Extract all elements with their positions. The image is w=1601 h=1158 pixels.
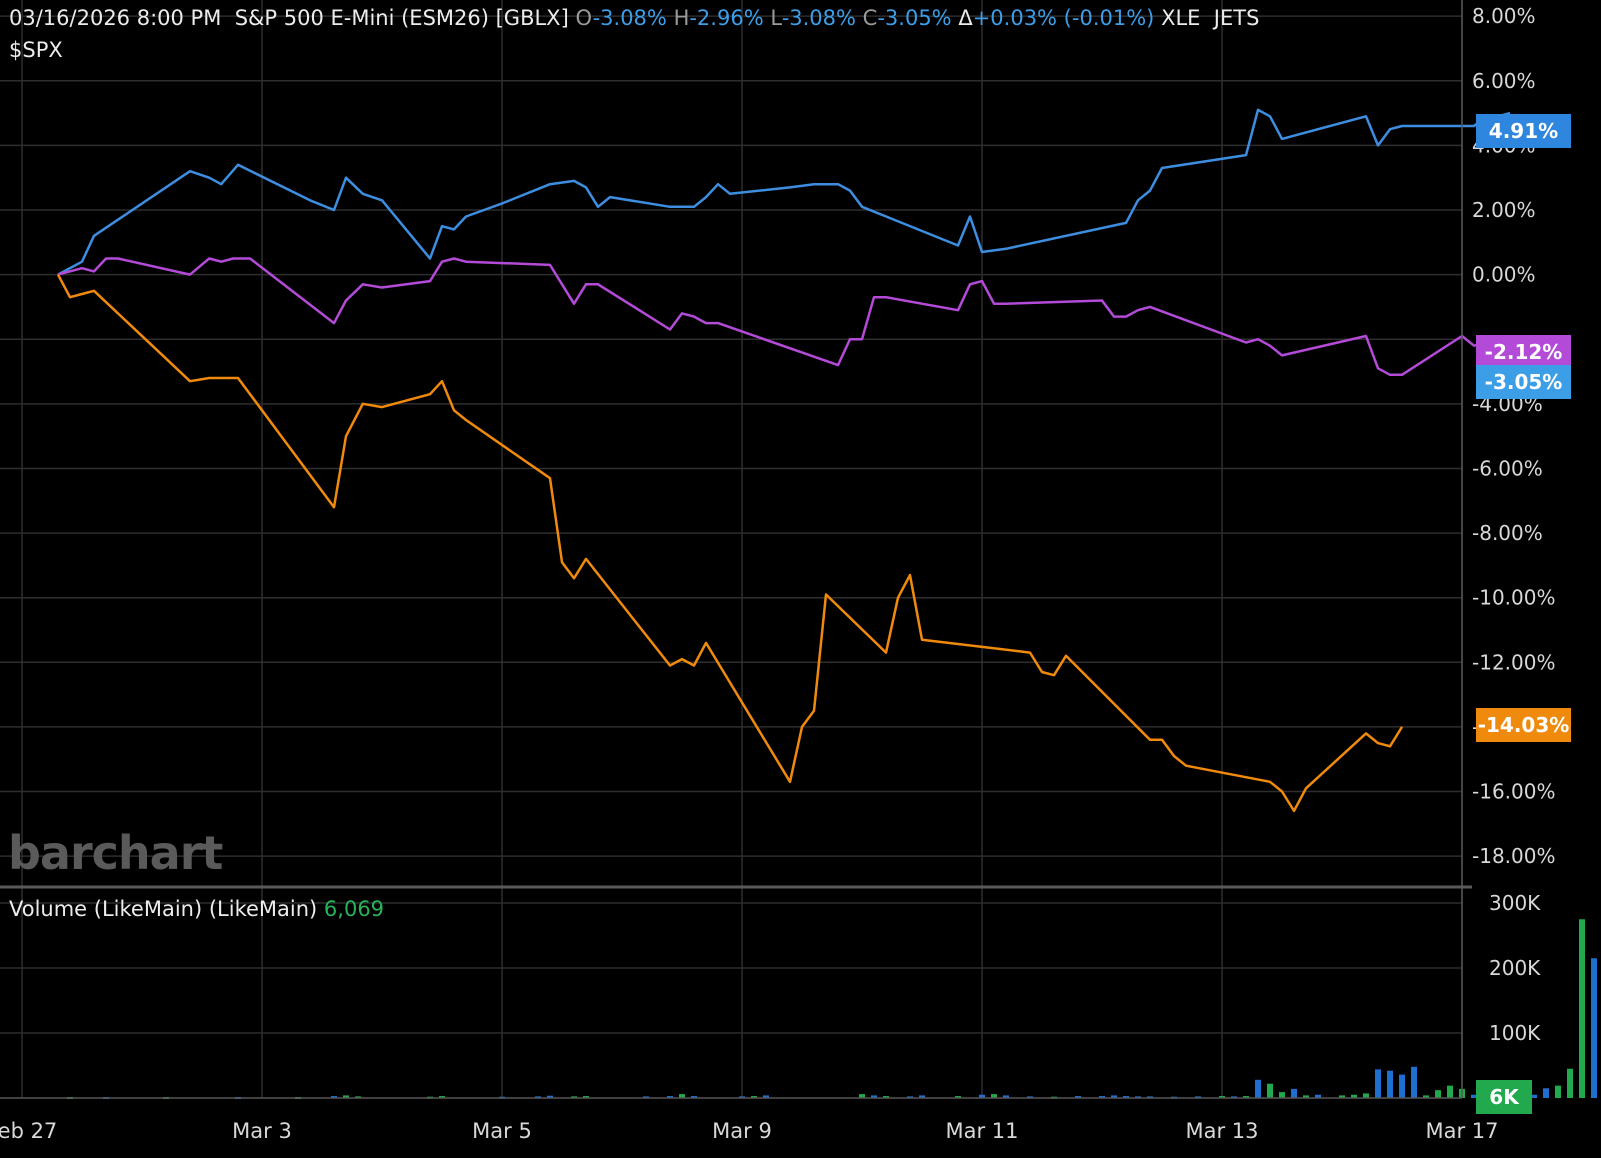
volume-bar <box>1219 1096 1225 1099</box>
volume-bar <box>1567 1068 1573 1098</box>
series-line-2 <box>56 274 1404 813</box>
tag-blue-series: 4.91% <box>1476 114 1571 148</box>
volume-bar <box>1351 1094 1357 1098</box>
x-tick-label: Mar 11 <box>945 1119 1018 1143</box>
volume-bar <box>691 1096 697 1099</box>
volume-bar <box>343 1095 349 1098</box>
volume-bar <box>1267 1083 1273 1098</box>
volume-bar <box>1399 1074 1405 1098</box>
volume-bar <box>1075 1096 1081 1099</box>
volume-bar <box>1435 1090 1441 1098</box>
legend-header: 03/16/2026 8:00 PM S&P 500 E-Mini (ESM26… <box>9 6 1259 30</box>
x-tick-label: Mar 17 <box>1425 1119 1498 1143</box>
volume-bar <box>871 1095 877 1098</box>
volume-bar <box>1591 958 1597 1098</box>
y-tick-label: 2.00% <box>1472 198 1536 222</box>
volume-bar <box>919 1095 925 1098</box>
volume-bar <box>1123 1096 1129 1099</box>
volume-bar <box>583 1096 589 1099</box>
volume-bar <box>1531 1094 1537 1098</box>
series-line-0 <box>57 108 1511 276</box>
x-tick-label: Mar 5 <box>472 1119 532 1143</box>
volume-bar <box>955 1096 961 1099</box>
y-tick-label: -12.00% <box>1472 650 1555 674</box>
volume-bar <box>667 1096 673 1099</box>
volume-bar <box>1471 1094 1477 1098</box>
compare-symbol-jets[interactable]: JETS <box>1213 6 1260 30</box>
volume-bar <box>1411 1066 1417 1098</box>
volume-bar <box>1555 1085 1561 1098</box>
volume-bar <box>1279 1092 1285 1098</box>
volume-bar <box>439 1096 445 1099</box>
y-tick-label: -8.00% <box>1472 521 1543 545</box>
close-value: -3.05% <box>877 6 952 30</box>
volume-bar <box>1447 1085 1453 1098</box>
y-tick-label: 0.00% <box>1472 263 1536 287</box>
volume-bar <box>1579 919 1585 1098</box>
volume-bar <box>1423 1095 1429 1098</box>
barchart-logo: barchart <box>8 826 223 880</box>
series-lines <box>56 108 1511 813</box>
volume-bar <box>883 1096 889 1099</box>
volume-bar <box>1543 1088 1549 1098</box>
volume-bar <box>979 1094 985 1098</box>
volume-bar <box>751 1096 757 1099</box>
volume-bar <box>1003 1095 1009 1098</box>
volume-bar <box>547 1095 553 1098</box>
tag-orange-series: -14.03% <box>1476 708 1571 742</box>
series-line-1 <box>57 257 1510 377</box>
volume-value: 6,069 <box>323 897 385 921</box>
low-value: -3.08% <box>781 6 856 30</box>
volume-tick-label: 100K <box>1489 1021 1541 1045</box>
y-tick-label: -16.00% <box>1472 780 1555 804</box>
volume-bar <box>1375 1069 1381 1098</box>
change-label: Δ <box>958 6 973 30</box>
volume-bar <box>1255 1079 1261 1098</box>
y-tick-label: -6.00% <box>1472 456 1543 480</box>
close-label: C <box>862 6 878 30</box>
y-tick-label: -10.00% <box>1472 586 1555 610</box>
x-tick-label: Mar 9 <box>712 1119 772 1143</box>
volume-bar <box>1243 1096 1249 1099</box>
grid-lines <box>0 0 1463 1098</box>
high-value: -2.96% <box>689 6 764 30</box>
change-value: +0.03% (-0.01%) <box>972 6 1155 30</box>
x-tick-label: Mar 3 <box>232 1119 292 1143</box>
volume-label: Volume (LikeMain) (LikeMain) <box>9 897 318 921</box>
volume-legend: Volume (LikeMain) (LikeMain) 6,069 <box>9 897 384 921</box>
low-label: L <box>770 6 782 30</box>
header-instrument: S&P 500 E-Mini (ESM26) [GBLX] <box>234 6 569 30</box>
volume-bar <box>763 1095 769 1098</box>
volume-bar <box>1291 1088 1297 1098</box>
volume-tick-label: 200K <box>1489 956 1541 980</box>
tag-volume: 6K <box>1476 1080 1532 1114</box>
volume-bar <box>1363 1093 1369 1098</box>
x-tick-label: Mar 13 <box>1185 1119 1258 1143</box>
volume-bar <box>1099 1096 1105 1099</box>
high-label: H <box>673 6 690 30</box>
volume-bar <box>1303 1095 1309 1098</box>
tag-esm-close: -3.05% <box>1476 365 1571 399</box>
x-tick-label: Feb 27 <box>0 1119 57 1143</box>
compare-symbol-spx[interactable]: $SPX <box>9 38 63 62</box>
y-tick-label: -18.00% <box>1472 844 1555 868</box>
volume-bar <box>1111 1095 1117 1098</box>
volume-bar <box>991 1094 997 1098</box>
volume-bar <box>859 1094 865 1098</box>
volume-tick-label: 300K <box>1489 891 1541 915</box>
volume-bar <box>1339 1095 1345 1098</box>
tag-purple-series: -2.12% <box>1476 335 1571 369</box>
volume-bar <box>679 1094 685 1098</box>
volume-bars <box>67 919 1597 1100</box>
volume-bar <box>1315 1094 1321 1098</box>
y-tick-label: 6.00% <box>1472 69 1536 93</box>
volume-bar <box>1387 1070 1393 1098</box>
open-label: O <box>575 6 593 30</box>
y-tick-label: 8.00% <box>1472 4 1536 28</box>
open-value: -3.08% <box>592 6 667 30</box>
volume-bar <box>331 1096 337 1099</box>
compare-symbol-xle[interactable]: XLE <box>1161 6 1201 30</box>
header-datetime: 03/16/2026 8:00 PM <box>9 6 222 30</box>
